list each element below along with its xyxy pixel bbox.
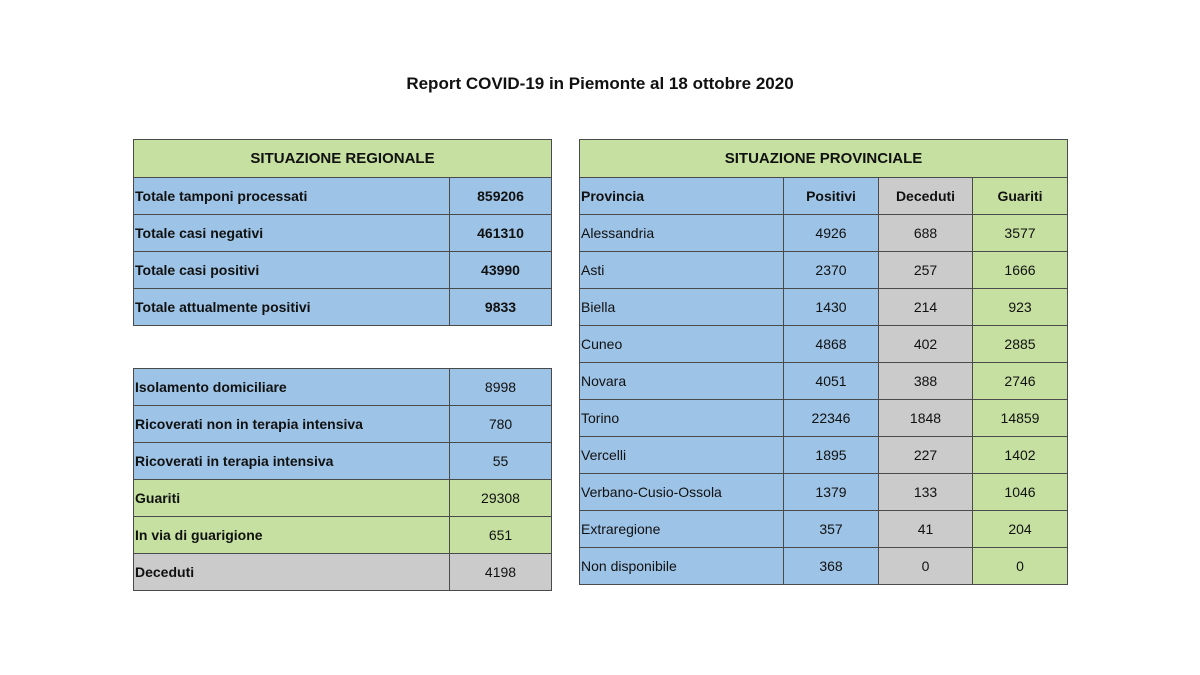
regional-summary-table: SITUAZIONE REGIONALE Totale tamponi proc… (133, 139, 552, 326)
deceduti-cell: 133 (878, 473, 973, 511)
table-row: Guariti 29308 (133, 479, 552, 517)
table-row: Extraregione 357 41 204 (579, 510, 1068, 548)
positivi-cell: 368 (783, 547, 879, 585)
table-row: Verbano-Cusio-Ossola 1379 133 1046 (579, 473, 1068, 511)
deceduti-cell: 402 (878, 325, 973, 363)
table-row: In via di guarigione 651 (133, 516, 552, 554)
table-row: Deceduti 4198 (133, 553, 552, 591)
positivi-cell: 357 (783, 510, 879, 548)
table-row: Totale casi positivi 43990 (133, 251, 552, 289)
positivi-cell: 22346 (783, 399, 879, 437)
table-row: Ricoverati in terapia intensiva 55 (133, 442, 552, 480)
deceduti-cell: 214 (878, 288, 973, 326)
guariti-cell: 2746 (972, 362, 1068, 400)
row-label: In via di guarigione (133, 516, 450, 554)
report-title: Report COVID-19 in Piemonte al 18 ottobr… (406, 74, 794, 93)
table-row: Ricoverati non in terapia intensiva 780 (133, 405, 552, 443)
row-label: Totale casi negativi (133, 214, 450, 252)
guariti-cell: 923 (972, 288, 1068, 326)
row-value: 8998 (449, 368, 552, 406)
column-header-guariti: Guariti (972, 177, 1068, 215)
row-label: Isolamento domiciliare (133, 368, 450, 406)
positivi-cell: 2370 (783, 251, 879, 289)
column-headers: Provincia Positivi Deceduti Guariti (579, 177, 1068, 215)
positivi-cell: 1430 (783, 288, 879, 326)
guariti-cell: 0 (972, 547, 1068, 585)
deceduti-cell: 257 (878, 251, 973, 289)
province-name: Alessandria (579, 214, 784, 252)
province-name: Extraregione (579, 510, 784, 548)
row-label: Ricoverati in terapia intensiva (133, 442, 450, 480)
deceduti-cell: 688 (878, 214, 973, 252)
regional-header: SITUAZIONE REGIONALE (133, 139, 552, 178)
deceduti-cell: 1848 (878, 399, 973, 437)
row-value: 29308 (449, 479, 552, 517)
row-label: Totale attualmente positivi (133, 288, 450, 326)
province-name: Biella (579, 288, 784, 326)
table-row: Isolamento domiciliare 8998 (133, 368, 552, 406)
row-value: 4198 (449, 553, 552, 591)
deceduti-cell: 388 (878, 362, 973, 400)
guariti-cell: 1666 (972, 251, 1068, 289)
row-value: 859206 (449, 177, 552, 215)
province-name: Asti (579, 251, 784, 289)
row-label: Totale tamponi processati (133, 177, 450, 215)
table-row: Biella 1430 214 923 (579, 288, 1068, 326)
guariti-cell: 1402 (972, 436, 1068, 474)
guariti-cell: 1046 (972, 473, 1068, 511)
column-header-deceduti: Deceduti (878, 177, 973, 215)
province-name: Torino (579, 399, 784, 437)
table-row: Totale tamponi processati 859206 (133, 177, 552, 215)
province-name: Verbano-Cusio-Ossola (579, 473, 784, 511)
table-row: Non disponibile 368 0 0 (579, 547, 1068, 585)
deceduti-cell: 227 (878, 436, 973, 474)
column-header-positivi: Positivi (783, 177, 879, 215)
positivi-cell: 4926 (783, 214, 879, 252)
positivi-cell: 1895 (783, 436, 879, 474)
positivi-cell: 4051 (783, 362, 879, 400)
province-name: Cuneo (579, 325, 784, 363)
row-label: Ricoverati non in terapia intensiva (133, 405, 450, 443)
row-value: 780 (449, 405, 552, 443)
row-value: 43990 (449, 251, 552, 289)
row-label: Deceduti (133, 553, 450, 591)
row-value: 55 (449, 442, 552, 480)
table-row: Alessandria 4926 688 3577 (579, 214, 1068, 252)
table-row: Vercelli 1895 227 1402 (579, 436, 1068, 474)
province-name: Vercelli (579, 436, 784, 474)
table-row: Novara 4051 388 2746 (579, 362, 1068, 400)
positivi-cell: 1379 (783, 473, 879, 511)
regional-detail-table: Isolamento domiciliare 8998 Ricoverati n… (133, 368, 552, 591)
row-value: 9833 (449, 288, 552, 326)
positivi-cell: 4868 (783, 325, 879, 363)
deceduti-cell: 41 (878, 510, 973, 548)
deceduti-cell: 0 (878, 547, 973, 585)
column-header-provincia: Provincia (579, 177, 784, 215)
row-label: Guariti (133, 479, 450, 517)
table-row: Cuneo 4868 402 2885 (579, 325, 1068, 363)
provincial-header: SITUAZIONE PROVINCIALE (579, 139, 1068, 178)
province-name: Non disponibile (579, 547, 784, 585)
table-row: Torino 22346 1848 14859 (579, 399, 1068, 437)
row-label: Totale casi positivi (133, 251, 450, 289)
table-row: Totale attualmente positivi 9833 (133, 288, 552, 326)
province-name: Novara (579, 362, 784, 400)
guariti-cell: 2885 (972, 325, 1068, 363)
table-row: Totale casi negativi 461310 (133, 214, 552, 252)
guariti-cell: 3577 (972, 214, 1068, 252)
row-value: 461310 (449, 214, 552, 252)
row-value: 651 (449, 516, 552, 554)
guariti-cell: 204 (972, 510, 1068, 548)
table-row: Asti 2370 257 1666 (579, 251, 1068, 289)
provincial-table: SITUAZIONE PROVINCIALE Provincia Positiv… (579, 139, 1068, 585)
guariti-cell: 14859 (972, 399, 1068, 437)
